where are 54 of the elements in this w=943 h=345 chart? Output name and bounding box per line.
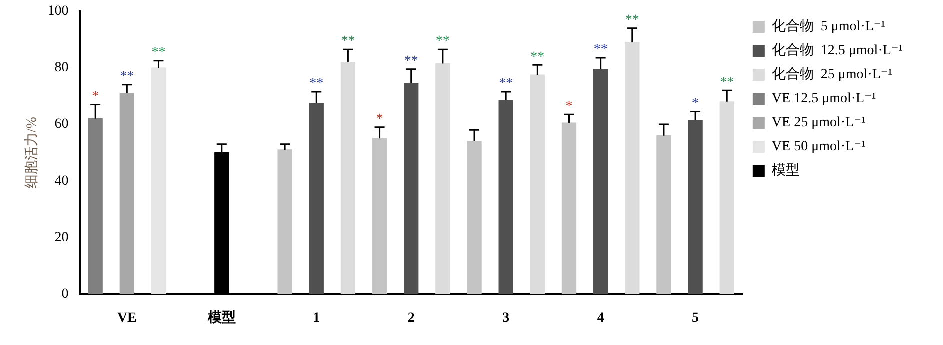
bar xyxy=(530,74,545,294)
bar xyxy=(278,150,292,294)
bar xyxy=(88,118,103,294)
x-tick-label: VE xyxy=(117,311,137,326)
y-tick-label: 0 xyxy=(62,286,69,302)
legend-label: 模型 xyxy=(772,162,800,179)
bar xyxy=(372,138,388,294)
legend-label: 化合物 12.5 μmol·L⁻¹ xyxy=(772,42,904,59)
data-label: ** xyxy=(404,54,418,70)
data-label: ** xyxy=(594,42,608,58)
bar xyxy=(436,63,450,294)
x-tick-label: 2 xyxy=(408,311,415,326)
legend-label: 化合物 5 μmol·L⁻¹ xyxy=(772,18,886,35)
x-tick-label: 模型 xyxy=(206,310,236,326)
bar xyxy=(688,120,703,294)
data-label: ** xyxy=(120,70,134,85)
legend-label: VE 50 μmol·L⁻¹ xyxy=(772,140,866,155)
bar xyxy=(656,136,672,294)
bar xyxy=(120,93,134,294)
data-label: ** xyxy=(499,76,514,92)
x-tick-label: 1 xyxy=(313,311,320,326)
bar xyxy=(562,122,577,294)
bar xyxy=(151,68,166,294)
bar xyxy=(593,69,608,294)
data-label: * xyxy=(376,112,384,128)
y-tick-label: 100 xyxy=(48,4,69,20)
data-label: ** xyxy=(436,34,450,50)
x-tick-label: 3 xyxy=(502,311,510,326)
bar xyxy=(404,83,419,294)
data-label: ** xyxy=(310,76,324,92)
x-tick-label: 5 xyxy=(692,311,700,326)
x-tick-label: 4 xyxy=(597,311,604,326)
legend-label: VE 25 μmol·L⁻¹ xyxy=(772,116,866,131)
data-label: * xyxy=(692,96,700,112)
legend-label: 化合物 25 μmol·L⁻¹ xyxy=(772,66,893,83)
bar xyxy=(720,102,734,294)
bar xyxy=(340,62,356,294)
data-label: ** xyxy=(625,13,640,28)
data-label: ** xyxy=(152,46,166,61)
data-label: ** xyxy=(341,34,356,50)
legend-label: VE 12.5 μmol·L⁻¹ xyxy=(772,92,876,107)
bar xyxy=(498,100,514,294)
data-label: ** xyxy=(530,50,545,65)
bar xyxy=(467,141,482,294)
y-tick-label: 20 xyxy=(54,230,69,246)
y-tick-label: 60 xyxy=(54,117,69,132)
y-axis-title: 细胞活力/% xyxy=(24,116,40,189)
bar xyxy=(625,42,640,294)
data-label: * xyxy=(92,89,100,104)
data-label: ** xyxy=(720,75,734,90)
bar xyxy=(309,102,324,294)
data-label: * xyxy=(566,99,573,114)
y-tick-label: 40 xyxy=(54,174,69,189)
y-tick-label: 80 xyxy=(54,60,69,76)
